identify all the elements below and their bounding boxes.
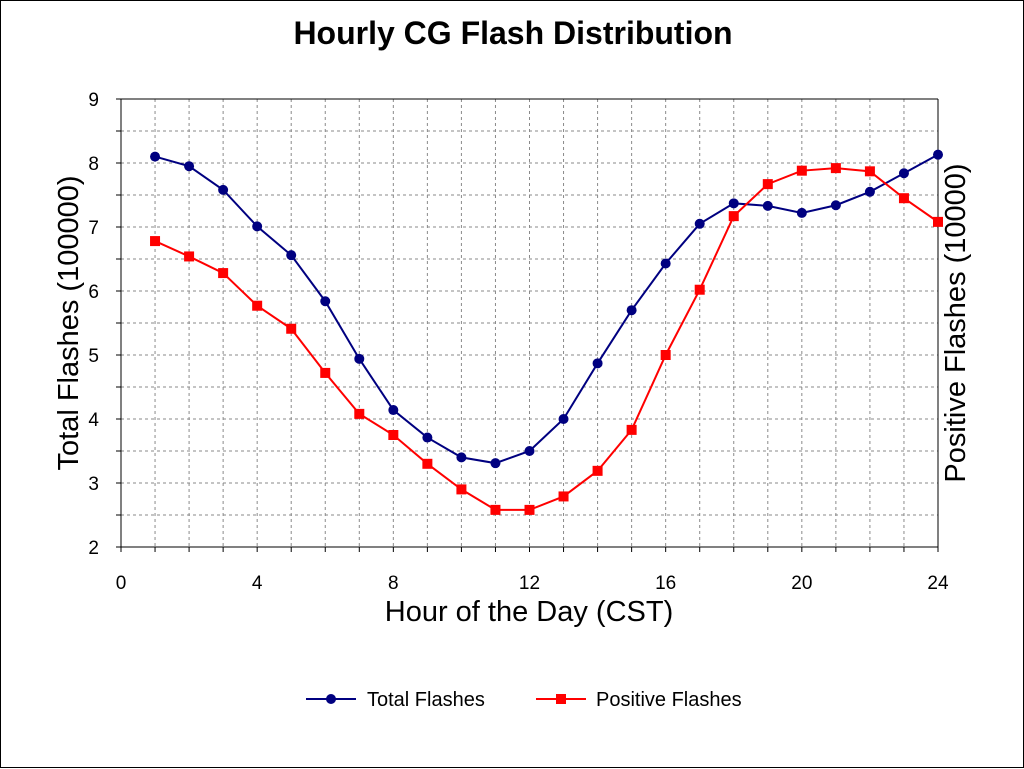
tick-label-layer: 0 4 8 12 16 20 24 2 3 4 5 6 7 8 9 — [88, 90, 949, 594]
data-point-positive-flashes — [252, 300, 263, 311]
data-point-total-flashes — [252, 221, 263, 232]
legend: Total Flashes Positive Flashes — [306, 689, 742, 711]
data-point-positive-flashes — [456, 484, 467, 495]
data-point-total-flashes — [422, 432, 433, 443]
data-point-total-flashes — [864, 186, 875, 197]
data-point-positive-flashes — [830, 163, 841, 174]
data-point-total-flashes — [320, 296, 331, 307]
data-point-total-flashes — [218, 184, 229, 195]
legend-marker-total-flashes — [326, 694, 336, 704]
data-point-positive-flashes — [354, 408, 365, 419]
data-point-positive-flashes — [898, 193, 909, 204]
series-line-total-flashes — [154, 153, 939, 465]
data-point-total-flashes — [762, 200, 773, 211]
legend-item-total-flashes: Total Flashes — [306, 689, 485, 711]
data-point-total-flashes — [592, 358, 603, 369]
x-tick-label: 12 — [519, 573, 540, 594]
series-line-positive-flashes — [154, 167, 939, 511]
data-point-total-flashes — [490, 458, 501, 469]
legend-label-positive-flashes: Positive Flashes — [596, 689, 742, 711]
x-axis-title: Hour of the Day (CST) — [385, 596, 673, 628]
data-point-positive-flashes — [762, 179, 773, 190]
axis-layer — [116, 98, 939, 552]
series-total-flashes — [150, 149, 943, 469]
data-point-positive-flashes — [150, 236, 161, 247]
data-point-positive-flashes — [626, 424, 637, 435]
y-axis-title: Total Flashes (100000) — [53, 176, 85, 471]
data-point-total-flashes — [694, 218, 705, 229]
y2-axis-title: Positive Flashes (10000) — [940, 163, 972, 482]
data-point-total-flashes — [286, 250, 297, 261]
data-point-total-flashes — [728, 198, 739, 209]
data-point-positive-flashes — [490, 504, 501, 515]
y-tick-label: 5 — [88, 346, 99, 367]
data-point-positive-flashes — [933, 216, 943, 227]
y-tick-label: 7 — [88, 218, 99, 239]
data-point-total-flashes — [626, 305, 637, 316]
plot-area — [116, 98, 943, 552]
data-point-total-flashes — [456, 452, 467, 463]
x-tick-label: 4 — [252, 573, 263, 594]
data-point-positive-flashes — [728, 211, 739, 222]
series-layer — [150, 149, 943, 515]
data-point-positive-flashes — [592, 465, 603, 476]
data-point-total-flashes — [184, 161, 195, 172]
data-point-positive-flashes — [558, 491, 569, 502]
legend-marker-positive-flashes — [556, 694, 566, 704]
data-point-positive-flashes — [184, 251, 195, 262]
series-positive-flashes — [150, 163, 943, 515]
data-point-total-flashes — [660, 258, 671, 269]
data-point-positive-flashes — [218, 268, 229, 279]
data-point-positive-flashes — [524, 504, 535, 515]
data-point-positive-flashes — [796, 165, 807, 176]
grid-layer — [121, 99, 938, 547]
data-point-total-flashes — [558, 414, 569, 424]
data-point-total-flashes — [830, 200, 841, 211]
y-tick-label: 3 — [88, 474, 99, 495]
x-tick-label: 20 — [791, 573, 812, 594]
x-tick-label: 16 — [655, 573, 676, 594]
data-point-positive-flashes — [388, 430, 399, 440]
data-point-positive-flashes — [286, 323, 297, 334]
x-tick-label: 24 — [927, 573, 949, 594]
data-point-positive-flashes — [320, 367, 331, 378]
legend-item-positive-flashes: Positive Flashes — [536, 689, 742, 711]
y-tick-label: 8 — [88, 154, 99, 175]
x-tick-label: 0 — [116, 573, 127, 594]
data-point-total-flashes — [524, 446, 535, 456]
data-point-positive-flashes — [694, 284, 705, 295]
y-tick-label: 2 — [88, 538, 99, 559]
y-tick-label: 9 — [88, 90, 99, 111]
data-point-total-flashes — [898, 168, 909, 179]
data-point-total-flashes — [933, 149, 943, 160]
data-point-total-flashes — [150, 151, 161, 162]
data-point-total-flashes — [388, 405, 399, 416]
y-tick-label: 6 — [88, 282, 99, 303]
data-point-positive-flashes — [864, 166, 875, 177]
legend-label-total-flashes: Total Flashes — [367, 689, 485, 711]
y-tick-label: 4 — [88, 410, 99, 431]
data-point-total-flashes — [796, 207, 807, 218]
data-point-positive-flashes — [422, 458, 433, 469]
data-point-positive-flashes — [660, 350, 671, 360]
data-point-total-flashes — [354, 353, 365, 364]
x-tick-label: 8 — [388, 573, 399, 594]
chart-title: Hourly CG Flash Distribution — [293, 15, 732, 51]
